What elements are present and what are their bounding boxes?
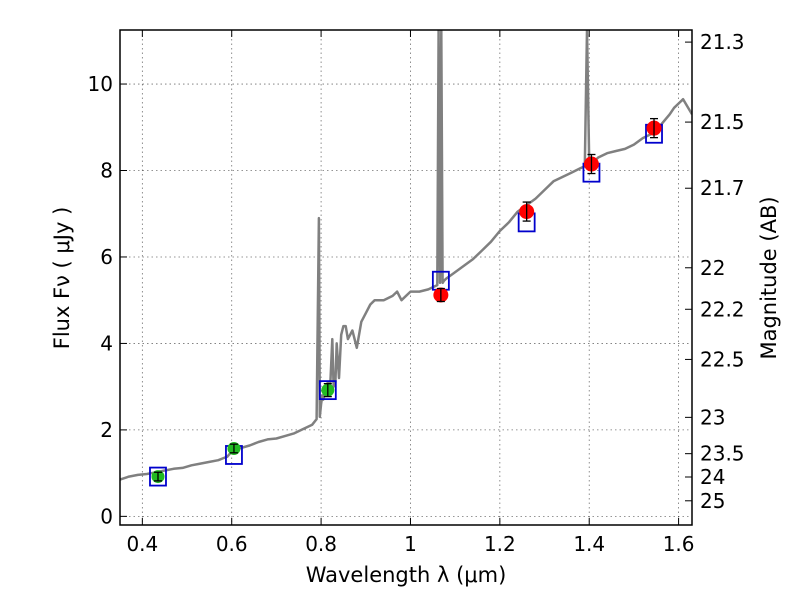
mag-tick-label: 22.2 [700, 297, 745, 321]
mag-tick-label: 21.7 [700, 176, 745, 200]
y-tick-label: 4 [100, 331, 113, 355]
y-tick-label: 2 [100, 418, 113, 442]
model-photometry-square [149, 466, 167, 487]
x-tick-label: 1.4 [573, 532, 605, 556]
plot-frame [119, 29, 693, 526]
y-tick-label: 0 [100, 504, 113, 528]
x-tick-label: 0.6 [216, 532, 248, 556]
x-tick-label: 1 [404, 532, 417, 556]
y-axis-label: Flux Fν ( μJy ) [50, 207, 74, 350]
mag-tick-label: 22 [700, 256, 725, 280]
x-tick-label: 1.2 [484, 532, 516, 556]
x-axis-label: Wavelength λ (μm) [306, 563, 507, 587]
mag-tick-label: 23 [700, 405, 725, 429]
mag-tick-label: 25 [700, 489, 725, 513]
y-tick-label: 6 [100, 245, 113, 269]
plot-area [120, 30, 692, 487]
y2-axis-label: Magnitude (AB) [757, 196, 781, 359]
mag-tick-label: 21.3 [700, 30, 745, 54]
mag-tick-label: 23.5 [700, 442, 745, 466]
axis-ticks [120, 30, 692, 525]
mag-tick-label: 24 [700, 465, 725, 489]
tick-labels: 0.4 0.6 0.8 1 1.2 1.4 1.6024681021.321.521.722… [88, 30, 745, 556]
model-photometry-square [318, 380, 337, 401]
grid [120, 30, 692, 525]
x-tick-label: 0.8 [305, 532, 337, 556]
x-tick-label: 1.6 [663, 532, 695, 556]
y-tick-label: 8 [100, 159, 113, 183]
x-tick-label: 0.4 [126, 532, 158, 556]
mag-tick-label: 21.5 [700, 110, 745, 134]
y-tick-label: 10 [88, 72, 113, 96]
spectrum-line [120, 30, 692, 481]
mag-tick-label: 22.5 [700, 347, 745, 371]
